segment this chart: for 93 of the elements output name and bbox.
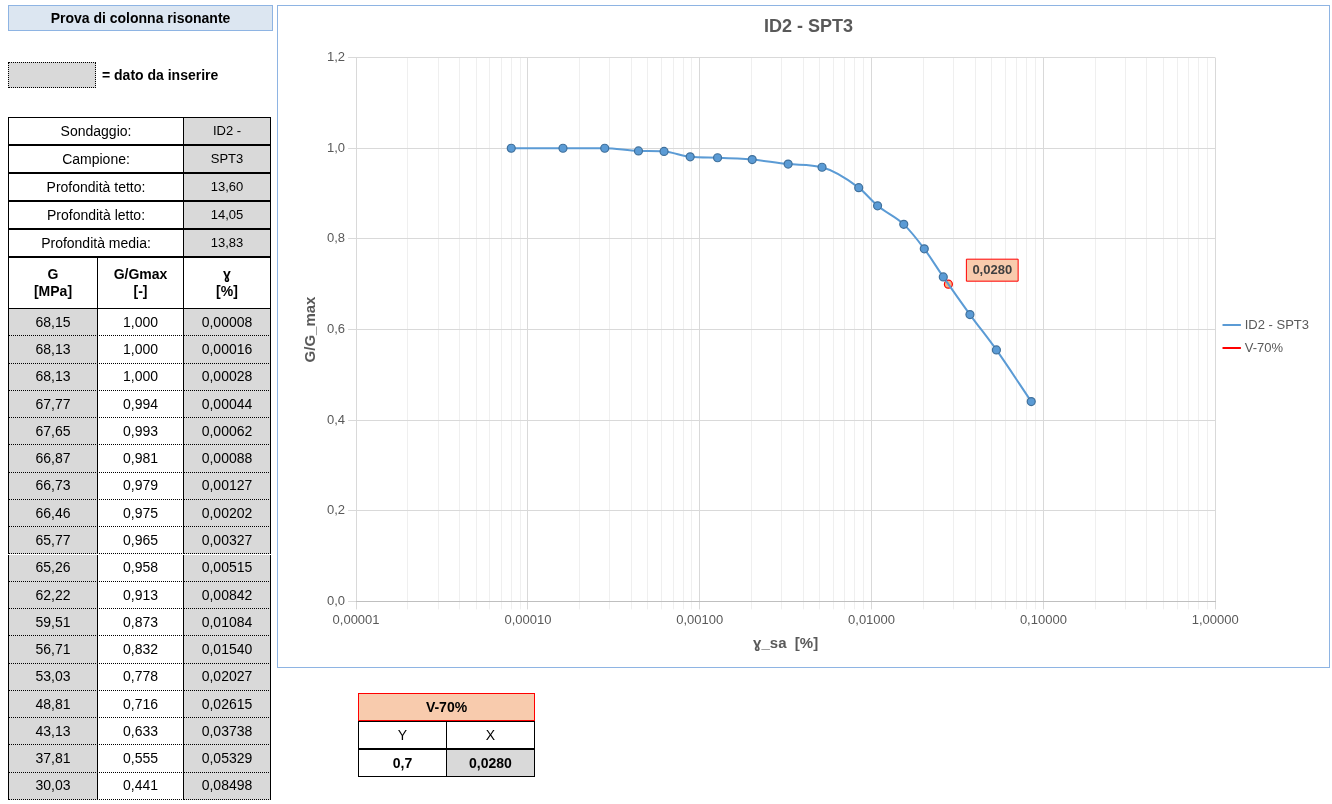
text: 56,71 bbox=[8, 636, 98, 664]
text: 66,87 bbox=[8, 445, 98, 473]
text: 0,00127 bbox=[183, 472, 271, 500]
y-tick-label: 1,0 bbox=[326, 139, 346, 155]
text: SPT3 bbox=[183, 145, 271, 173]
text: 0,00028 bbox=[183, 363, 271, 391]
x-tick-label: 0,00010 bbox=[504, 611, 552, 627]
annotation: 0,0280 bbox=[972, 261, 1013, 277]
text: 0,716 bbox=[97, 690, 184, 719]
text: 0,994 bbox=[97, 390, 184, 419]
x-tick-label: 0,00100 bbox=[676, 611, 724, 627]
text: 13,83 bbox=[183, 229, 271, 257]
text: 0,02615 bbox=[183, 690, 271, 719]
x-tick-label: 0,01000 bbox=[848, 611, 896, 627]
text: 68,13 bbox=[8, 336, 98, 364]
text: ɣ [%] bbox=[183, 257, 271, 309]
text: 0,778 bbox=[97, 663, 184, 691]
text: G/Gmax [-] bbox=[97, 257, 184, 309]
y-tick-label: 0,2 bbox=[326, 502, 346, 518]
text: 0,7 bbox=[358, 749, 447, 777]
text: 0,975 bbox=[97, 499, 184, 528]
text: 0,555 bbox=[97, 745, 184, 773]
text: 0,873 bbox=[97, 609, 184, 637]
text: 1,000 bbox=[97, 309, 184, 337]
text: 0,913 bbox=[97, 581, 184, 610]
y-tick-label: 1,2 bbox=[326, 49, 346, 65]
text: 0,441 bbox=[97, 772, 184, 800]
text: 66,73 bbox=[8, 472, 98, 500]
text: 0,03738 bbox=[183, 718, 271, 746]
text: 0,00202 bbox=[183, 499, 271, 528]
text: 0,00044 bbox=[183, 390, 271, 419]
x-tick-label: 0,00001 bbox=[332, 611, 380, 627]
text: 48,81 bbox=[8, 690, 98, 719]
text: 0,979 bbox=[97, 472, 184, 500]
text: 65,26 bbox=[8, 554, 98, 582]
y-tick-label: 0,8 bbox=[326, 230, 346, 246]
text: 13,60 bbox=[183, 173, 271, 201]
legend-label: V-70% bbox=[1244, 339, 1284, 355]
text: 68,15 bbox=[8, 309, 98, 337]
text: 0,00062 bbox=[183, 418, 271, 446]
text: 0,993 bbox=[97, 418, 184, 446]
legend-label: ID2 - SPT3 bbox=[1244, 316, 1309, 332]
text: 0,00842 bbox=[183, 581, 271, 610]
text: 0,08498 bbox=[183, 772, 271, 800]
text: 66,46 bbox=[8, 499, 98, 528]
text: 30,03 bbox=[8, 772, 98, 800]
text: 0,0280 bbox=[446, 749, 535, 777]
text: = dato da inserire bbox=[101, 65, 220, 85]
text: Profondità tetto: bbox=[8, 173, 184, 201]
text: 67,65 bbox=[8, 418, 98, 446]
text: ID2 - bbox=[183, 117, 271, 145]
y-tick-label: 0,0 bbox=[326, 592, 346, 608]
text: 59,51 bbox=[8, 609, 98, 637]
text: 0,01540 bbox=[183, 636, 271, 664]
text: 43,13 bbox=[8, 718, 98, 746]
text: Campione: bbox=[8, 145, 184, 173]
text: 1,000 bbox=[97, 336, 184, 364]
text: 0,00016 bbox=[183, 336, 271, 364]
text: 14,05 bbox=[183, 201, 271, 229]
text: 53,03 bbox=[8, 663, 98, 691]
text: 65,77 bbox=[8, 527, 98, 555]
text: 0,00008 bbox=[183, 309, 271, 337]
text: 0,00088 bbox=[183, 445, 271, 473]
x-tick-label: 0,10000 bbox=[1019, 611, 1067, 627]
text: Profondità media: bbox=[8, 229, 184, 257]
text: V-70% bbox=[358, 693, 535, 721]
text: 0,965 bbox=[97, 527, 184, 555]
y-tick-label: 0,6 bbox=[326, 321, 346, 337]
x-axis-title: ɣ_sa [%] bbox=[753, 634, 819, 652]
text: 0,02027 bbox=[183, 663, 271, 691]
text: 37,81 bbox=[8, 745, 98, 773]
text: 0,981 bbox=[97, 445, 184, 473]
text: 0,01084 bbox=[183, 609, 271, 637]
text: Sondaggio: bbox=[8, 117, 184, 145]
text: 62,22 bbox=[8, 581, 98, 610]
text: 0,633 bbox=[97, 718, 184, 746]
text: 0,958 bbox=[97, 554, 184, 582]
text: G [MPa] bbox=[8, 257, 98, 309]
y-axis-title: G/G_max bbox=[301, 295, 319, 363]
text: 0,05329 bbox=[183, 745, 271, 773]
text: 67,77 bbox=[8, 390, 98, 419]
text: 0,00327 bbox=[183, 527, 271, 555]
text: 1,000 bbox=[97, 363, 184, 391]
text: Profondità letto: bbox=[8, 201, 184, 229]
text: 0,00515 bbox=[183, 554, 271, 582]
x-tick-label: 1,00000 bbox=[1191, 611, 1239, 627]
text: Y bbox=[358, 721, 447, 749]
text: 68,13 bbox=[8, 363, 98, 391]
text: 0,832 bbox=[97, 636, 184, 664]
text: Prova di colonna risonante bbox=[8, 5, 273, 31]
text: X bbox=[446, 721, 535, 749]
chart-title: ID2 - SPT3 bbox=[763, 15, 854, 36]
y-tick-label: 0,4 bbox=[326, 411, 346, 427]
